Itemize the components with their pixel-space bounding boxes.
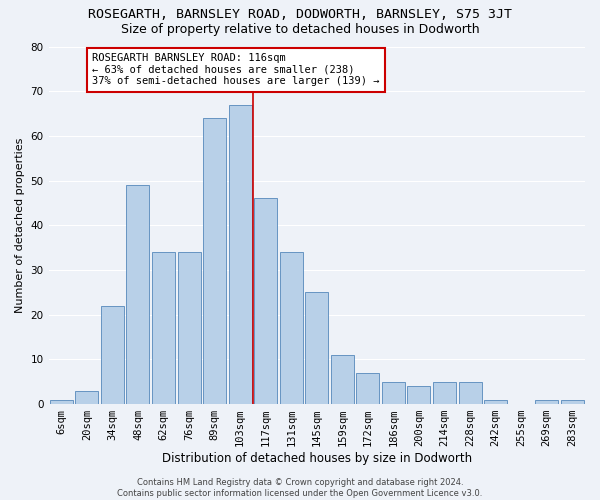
Bar — [331, 355, 354, 404]
Bar — [203, 118, 226, 404]
Text: Size of property relative to detached houses in Dodworth: Size of property relative to detached ho… — [121, 22, 479, 36]
Text: ROSEGARTH BARNSLEY ROAD: 116sqm
← 63% of detached houses are smaller (238)
37% o: ROSEGARTH BARNSLEY ROAD: 116sqm ← 63% of… — [92, 53, 379, 86]
Text: ROSEGARTH, BARNSLEY ROAD, DODWORTH, BARNSLEY, S75 3JT: ROSEGARTH, BARNSLEY ROAD, DODWORTH, BARN… — [88, 8, 512, 20]
Bar — [101, 306, 124, 404]
Bar — [535, 400, 558, 404]
Bar — [356, 373, 379, 404]
Bar — [407, 386, 430, 404]
Bar — [178, 252, 200, 404]
Bar — [382, 382, 405, 404]
Bar — [484, 400, 507, 404]
Bar — [229, 104, 251, 404]
Bar — [433, 382, 456, 404]
Bar — [254, 198, 277, 404]
Bar — [458, 382, 482, 404]
Bar — [561, 400, 584, 404]
Bar — [305, 292, 328, 404]
Bar — [152, 252, 175, 404]
Bar — [76, 390, 98, 404]
Text: Contains HM Land Registry data © Crown copyright and database right 2024.
Contai: Contains HM Land Registry data © Crown c… — [118, 478, 482, 498]
Bar — [280, 252, 303, 404]
Bar — [127, 185, 149, 404]
Y-axis label: Number of detached properties: Number of detached properties — [15, 138, 25, 313]
X-axis label: Distribution of detached houses by size in Dodworth: Distribution of detached houses by size … — [162, 452, 472, 465]
Bar — [50, 400, 73, 404]
